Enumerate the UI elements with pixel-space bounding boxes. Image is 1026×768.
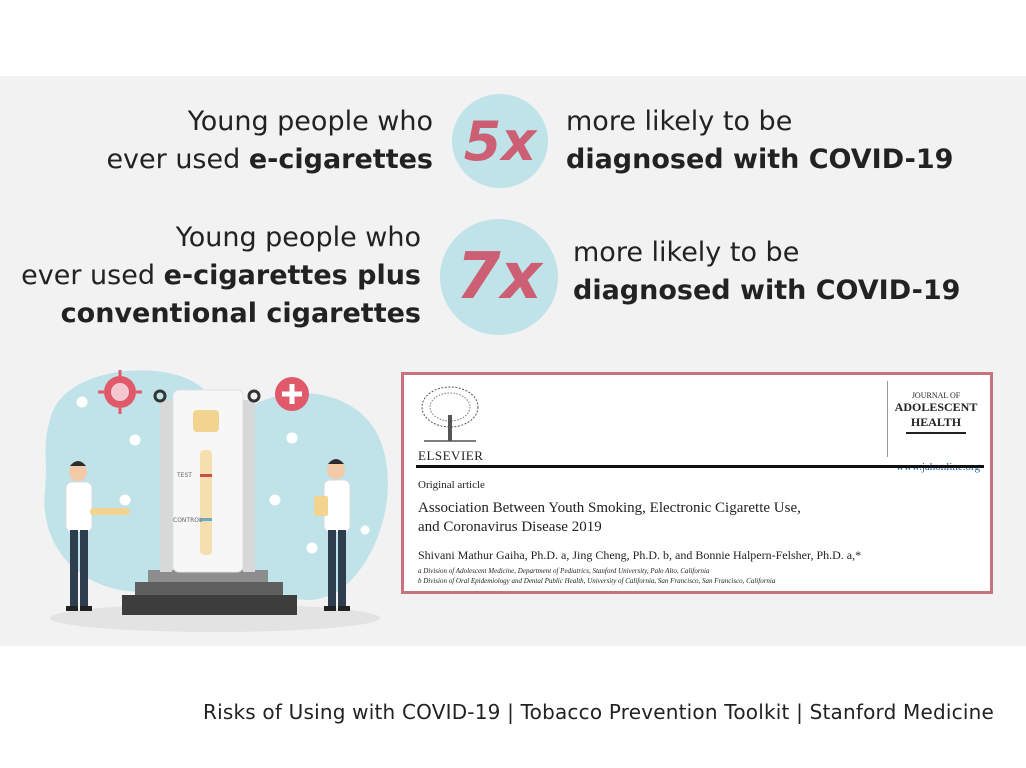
article-type: Original article bbox=[418, 479, 485, 491]
stat2-result-bold: diagnosed with COVID-19 bbox=[573, 275, 961, 306]
stat1-description: Young people who ever used e-cigarettes bbox=[106, 103, 433, 179]
article-authors: Shivani Mathur Gaiha, Ph.D. a, Jing Chen… bbox=[418, 548, 862, 562]
control-line bbox=[200, 518, 212, 521]
journal-name-line1: JOURNAL OF bbox=[911, 391, 961, 400]
stand-base-bottom bbox=[122, 595, 297, 615]
slide-caption: Risks of Using with COVID-19 | Tobacco P… bbox=[202, 700, 994, 724]
control-label: CONTROL bbox=[173, 517, 203, 524]
stat2-result-line1: more likely to be bbox=[573, 237, 800, 268]
stat2-line3: conventional cigarettes bbox=[21, 295, 421, 333]
stat2-multiplier-circle: 7x bbox=[440, 219, 558, 335]
stand-base-top bbox=[148, 570, 268, 584]
stat1-multiplier: 5x bbox=[463, 109, 537, 173]
stat1-result-line1: more likely to be bbox=[566, 106, 793, 137]
left-post bbox=[160, 400, 172, 572]
test-strip bbox=[200, 450, 212, 555]
stat2-line2: ever used e-cigarettes plus bbox=[21, 257, 421, 295]
stat2-result-line2: diagnosed with COVID-19 bbox=[573, 272, 960, 310]
stat2-line2-bold: e-cigarettes plus bbox=[163, 260, 421, 291]
hook-left bbox=[153, 389, 167, 403]
stat1-multiplier-circle: 5x bbox=[452, 94, 548, 188]
hook-right bbox=[247, 389, 261, 403]
stat1-line2-bold: e-cigarettes bbox=[248, 144, 433, 175]
affiliation-a: a Division of Adolescent Medicine, Depar… bbox=[418, 567, 710, 575]
plus-icon bbox=[275, 377, 309, 411]
stat1-result-line2: diagnosed with COVID-19 bbox=[566, 141, 953, 179]
test-line bbox=[200, 474, 212, 477]
stat1-line2: ever used e-cigarettes bbox=[106, 141, 433, 179]
article-title-line1: Association Between Youth Smoking, Elect… bbox=[418, 500, 801, 516]
test-cassette-window bbox=[193, 410, 219, 432]
journal-masthead: JOURNAL OF ADOLESCENT HEALTH www.jahonli… bbox=[887, 381, 984, 473]
stat1-line1: Young people who bbox=[187, 106, 433, 137]
journal-name-line3: HEALTH bbox=[910, 415, 962, 429]
article-title: Association Between Youth Smoking, Elect… bbox=[418, 499, 801, 537]
stand-base-mid bbox=[135, 582, 283, 596]
covid-test-illustration: TEST CONTROL bbox=[44, 370, 388, 632]
stat2-line3-bold: conventional cigarettes bbox=[60, 298, 421, 329]
journal-name-line2: ADOLESCENT bbox=[894, 400, 978, 414]
right-post bbox=[243, 400, 255, 572]
publisher-name: ELSEVIER bbox=[418, 448, 484, 463]
stat2-result: more likely to be diagnosed with COVID-1… bbox=[573, 234, 960, 310]
doctor-left-figure bbox=[65, 461, 130, 611]
masthead-rule bbox=[416, 465, 984, 468]
stat2-description: Young people who ever used e-cigarettes … bbox=[21, 219, 421, 333]
elsevier-tree-logo bbox=[421, 386, 479, 442]
virus-blob-right bbox=[229, 393, 388, 601]
doctor-right-figure bbox=[314, 459, 351, 611]
stat1-result: more likely to be diagnosed with COVID-1… bbox=[566, 103, 953, 179]
stat2-line1: Young people who bbox=[175, 222, 421, 253]
stat1-result-bold: diagnosed with COVID-19 bbox=[566, 144, 954, 175]
affiliation-b: b Division of Oral Epidemiology and Dent… bbox=[418, 577, 776, 585]
stat2-line2-plain: ever used bbox=[21, 260, 164, 291]
stat1-line2-plain: ever used bbox=[106, 144, 249, 175]
article-title-line2: and Coronavirus Disease 2019 bbox=[418, 519, 602, 535]
test-label: TEST bbox=[176, 472, 192, 479]
stat2-multiplier: 7x bbox=[456, 240, 542, 314]
journal-article-excerpt: ELSEVIER JOURNAL OF ADOLESCENT HEALTH ww… bbox=[401, 372, 993, 594]
virus-icon bbox=[98, 370, 142, 414]
